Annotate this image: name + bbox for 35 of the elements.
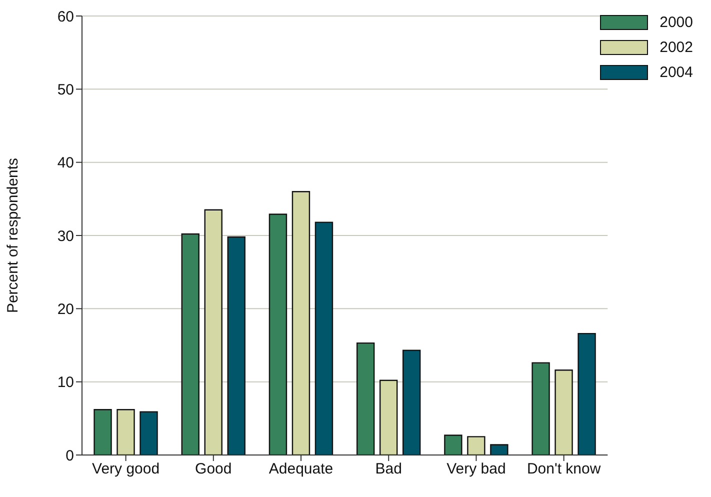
y-tick-label: 20 (57, 300, 74, 318)
bar (532, 362, 550, 455)
x-tick-label: Bad (375, 460, 402, 478)
bar (314, 222, 334, 455)
y-tick-label: 0 (66, 447, 74, 464)
legend-label: 2000 (660, 12, 693, 32)
x-tick-label: Don't know (526, 460, 601, 478)
y-axis-title: Percent of respondents (4, 158, 22, 314)
y-tick-label: 60 (57, 8, 74, 26)
bar (292, 191, 310, 455)
bar (402, 350, 421, 455)
bar (578, 332, 596, 455)
legend-label: 2002 (660, 38, 693, 58)
y-tick-label: 30 (57, 228, 74, 245)
bar (554, 370, 573, 455)
bar (140, 411, 158, 455)
x-tick-label: Very bad (446, 460, 506, 478)
bar (444, 434, 462, 455)
bar (116, 409, 135, 455)
bar (204, 209, 222, 455)
bar (227, 236, 246, 455)
legend-label: 2004 (660, 62, 693, 82)
bar (181, 233, 200, 455)
bar (268, 214, 288, 455)
x-tick-label: Adequate (268, 460, 334, 478)
y-tick-label: 10 (57, 374, 74, 392)
y-tick-label: 40 (57, 154, 74, 172)
bar (490, 444, 508, 455)
x-tick-label: Very good (92, 460, 160, 478)
bar (356, 342, 375, 455)
bar (467, 436, 486, 455)
bar (94, 409, 112, 455)
y-tick-label: 50 (57, 81, 74, 98)
x-tick-label: Good (195, 460, 232, 478)
bar (379, 380, 398, 455)
